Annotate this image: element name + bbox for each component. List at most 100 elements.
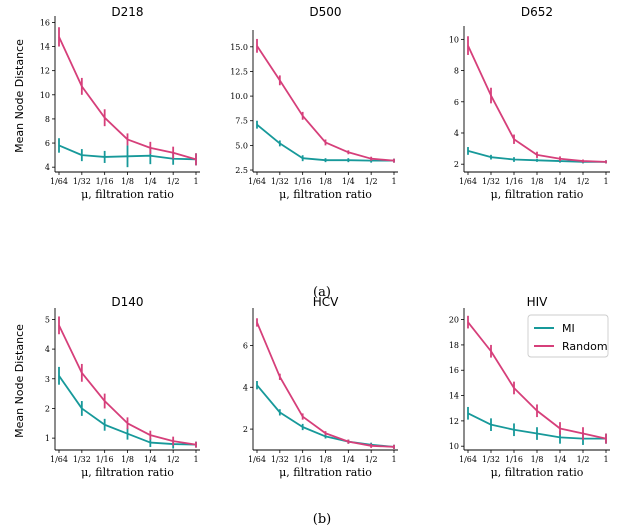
y-tick-label: 20 xyxy=(449,316,459,325)
legend-entry-mi: MI xyxy=(562,322,575,335)
x-tick-label: 1/8 xyxy=(319,177,332,186)
panel-d218: D218 4 6 8 10 12 14 16 1/64 1/32 1/16 1/8 1/4 1/2 1 μ, … xyxy=(13,5,200,201)
x-tick-label: 1/4 xyxy=(554,455,567,464)
x-tick-label: 1 xyxy=(391,455,396,464)
x-tick-label: 1/32 xyxy=(271,177,289,186)
x-tick-label: 1/4 xyxy=(554,177,567,186)
panel-title: D140 xyxy=(111,295,143,309)
y-tick-label: 2.5 xyxy=(235,166,248,175)
x-tick-label: 1/16 xyxy=(294,177,312,186)
panel-title: D500 xyxy=(309,5,341,19)
y-tick-label: 4 xyxy=(454,129,459,138)
y-tick-label: 6 xyxy=(454,98,459,107)
x-axis-label: μ, filtration ratio xyxy=(81,188,174,201)
x-tick-label: 1/2 xyxy=(167,455,180,464)
panel-hcv: HCV 2 4 6 1/64 1/32 1/16 1/8 1/4 1/2 1 μ, filtratio… xyxy=(243,295,398,479)
panel-d500: D500 2.5 5.0 7.5 10.0 12.5 15.0 1/64 1/32 1/16 1/8… xyxy=(230,5,398,201)
panel-title: HCV xyxy=(313,295,339,309)
x-tick-label: 1 xyxy=(193,177,198,186)
panel-d652: D652 2 4 6 8 10 1/64 1/32 1/16 1/8 1/4 1/2 1 μ, filtr… xyxy=(449,5,610,201)
y-tick-label: 16 xyxy=(40,18,50,27)
x-tick-label: 1/64 xyxy=(248,455,266,464)
x-tick-label: 1 xyxy=(603,177,608,186)
series-line-random xyxy=(467,45,607,163)
y-tick-label: 10 xyxy=(449,35,459,44)
y-tick-label: 5 xyxy=(45,315,50,324)
x-tick-label: 1/4 xyxy=(342,177,355,186)
y-tick-label: 2 xyxy=(454,160,459,169)
x-tick-label: 1 xyxy=(391,177,396,186)
x-axis-label: μ, filtration ratio xyxy=(279,188,372,201)
x-tick-label: 1/2 xyxy=(577,177,590,186)
x-axis-label: μ, filtration ratio xyxy=(491,188,584,201)
y-tick-label: 5.0 xyxy=(235,141,248,150)
x-tick-label: 1/2 xyxy=(577,455,590,464)
x-tick-label: 1/16 xyxy=(505,455,523,464)
y-tick-label: 18 xyxy=(449,341,459,350)
y-tick-label: 7.5 xyxy=(235,117,248,126)
y-axis-label: Mean Node Distance xyxy=(13,39,26,153)
y-axis-label: Mean Node Distance xyxy=(13,324,26,438)
y-tick-label: 4 xyxy=(45,163,50,172)
x-tick-label: 1/32 xyxy=(482,177,500,186)
x-tick-label: 1/2 xyxy=(365,455,378,464)
x-tick-label: 1/64 xyxy=(459,177,477,186)
y-tick-label: 2 xyxy=(45,404,50,413)
y-tick-label: 6 xyxy=(243,341,248,350)
y-tick-label: 10 xyxy=(449,442,459,451)
x-tick-label: 1/4 xyxy=(144,455,157,464)
x-tick-label: 1/16 xyxy=(96,177,114,186)
y-tick-label: 4 xyxy=(45,345,50,354)
x-tick-label: 1/64 xyxy=(50,455,68,464)
panel-title: D652 xyxy=(521,5,553,19)
y-tick-label: 15.0 xyxy=(230,43,248,52)
x-tick-label: 1/4 xyxy=(342,455,355,464)
y-tick-label: 10 xyxy=(40,91,50,100)
x-tick-label: 1/64 xyxy=(459,455,477,464)
y-tick-label: 8 xyxy=(454,67,459,76)
y-tick-label: 12 xyxy=(40,67,50,76)
x-tick-label: 1/2 xyxy=(365,177,378,186)
x-tick-label: 1/8 xyxy=(319,455,332,464)
x-axis-label: μ, filtration ratio xyxy=(81,466,174,479)
y-tick-label: 12 xyxy=(449,417,459,426)
x-axis-label: μ, filtration ratio xyxy=(279,466,372,479)
y-tick-label: 4 xyxy=(243,383,248,392)
x-tick-label: 1/32 xyxy=(271,455,289,464)
y-tick-label: 16 xyxy=(449,366,459,375)
y-tick-label: 12.5 xyxy=(230,67,248,76)
series-line-random xyxy=(256,322,395,448)
y-tick-label: 14 xyxy=(449,392,459,401)
x-tick-label: 1/32 xyxy=(73,455,91,464)
x-tick-label: 1/64 xyxy=(248,177,266,186)
y-tick-label: 14 xyxy=(40,43,50,52)
y-tick-label: 6 xyxy=(45,139,50,148)
x-tick-label: 1/16 xyxy=(505,177,523,186)
x-tick-label: 1/32 xyxy=(482,455,500,464)
caption-b: (b) xyxy=(313,512,331,527)
x-tick-label: 1/32 xyxy=(73,177,91,186)
legend-entry-random: Random xyxy=(562,340,608,353)
y-tick-label: 10.0 xyxy=(230,92,248,101)
panel-title: D218 xyxy=(111,5,143,19)
x-tick-label: 1/2 xyxy=(167,177,180,186)
x-tick-label: 1 xyxy=(603,455,608,464)
x-tick-label: 1/8 xyxy=(531,455,544,464)
panel-title: HIV xyxy=(527,295,549,309)
x-axis-label: μ, filtration ratio xyxy=(491,466,584,479)
y-tick-label: 2 xyxy=(243,425,248,434)
x-tick-label: 1/8 xyxy=(121,455,134,464)
y-tick-label: 1 xyxy=(45,434,50,443)
x-tick-label: 1/8 xyxy=(121,177,134,186)
y-tick-label: 3 xyxy=(45,375,50,384)
x-tick-label: 1/8 xyxy=(531,177,544,186)
y-tick-label: 8 xyxy=(45,115,50,124)
x-tick-label: 1/16 xyxy=(294,455,312,464)
caption-a: (a) xyxy=(313,285,331,300)
x-tick-label: 1/16 xyxy=(96,455,114,464)
panel-hiv: HIV 10 12 14 16 18 20 1/64 1/32 1/16 1/8 1/4 1/2 1 μ, … xyxy=(449,295,610,479)
x-tick-label: 1/64 xyxy=(50,177,68,186)
x-tick-label: 1 xyxy=(193,455,198,464)
panel-d140: D140 1 2 3 4 5 1/64 1/32 1/16 1/8 1/4 1/2 1 μ, filtra… xyxy=(13,295,200,479)
